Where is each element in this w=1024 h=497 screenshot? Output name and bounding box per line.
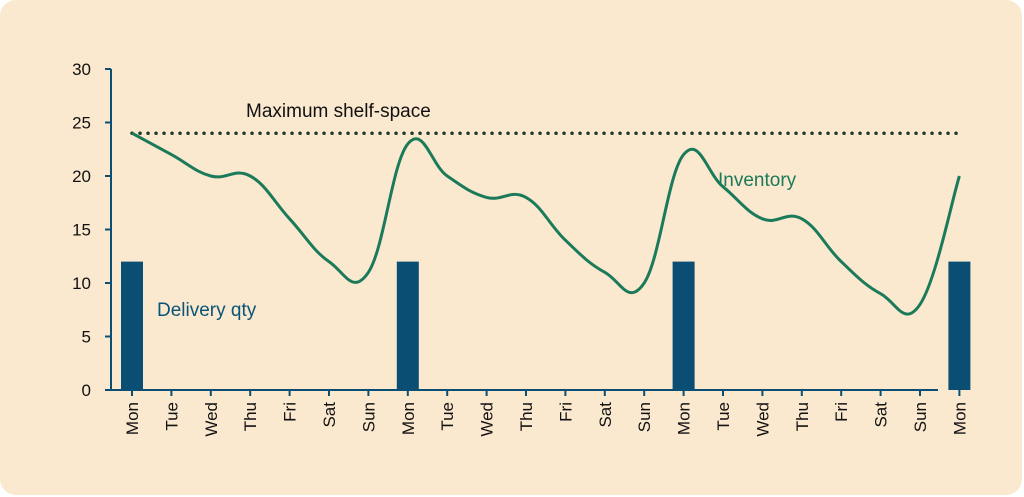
x-tick-label: Wed	[478, 402, 497, 437]
delivery-qty-label: Delivery qty	[157, 300, 257, 321]
x-tick-label: Mon	[123, 402, 142, 435]
x-tick-label: Wed	[202, 402, 221, 437]
y-tick-label: 30	[72, 60, 91, 79]
inventory-line	[131, 131, 961, 316]
x-tick-label: Tue	[438, 402, 457, 431]
y-tick-label: 10	[72, 274, 91, 293]
delivery-bars	[121, 261, 971, 390]
x-tick-label: Tue	[714, 402, 733, 431]
x-tick-label: Thu	[517, 402, 536, 431]
y-axis-ticks: 0 5 10 15 20 25 30	[72, 60, 111, 400]
delivery-bar	[672, 261, 695, 390]
x-tick-label: Fri	[832, 402, 851, 422]
x-tick-label: Mon	[399, 402, 418, 435]
x-tick-label: Mon	[675, 402, 694, 435]
y-tick-label: 15	[72, 221, 91, 240]
x-tick-label: Mon	[950, 402, 969, 435]
x-tick-label: Sun	[359, 402, 378, 432]
max-shelf-space-label: Maximum shelf-space	[246, 101, 431, 122]
delivery-bar	[396, 261, 419, 390]
x-tick-label: Sun	[911, 402, 930, 432]
inventory-label: Inventory	[718, 170, 797, 191]
x-tick-label: Wed	[753, 402, 772, 437]
y-tick-label: 5	[82, 328, 91, 347]
x-tick-label: Tue	[162, 402, 181, 431]
x-tick-label: Thu	[793, 402, 812, 431]
x-tick-label: Sat	[596, 402, 615, 428]
x-axis-ticks: Mon Tue Wed Thu Fri Sat Sun Mon Tue Wed Thu Fri Sat S…	[123, 390, 969, 437]
x-tick-label: Sat	[872, 402, 891, 428]
delivery-bar	[121, 261, 143, 390]
y-tick-label: 25	[72, 114, 91, 133]
x-tick-label: Fri	[281, 402, 300, 422]
x-tick-label: Fri	[556, 402, 575, 422]
x-tick-label: Sun	[635, 402, 654, 432]
x-tick-label: Sat	[320, 402, 339, 428]
y-tick-label: 0	[82, 381, 91, 400]
delivery-bar	[948, 261, 971, 390]
x-tick-label: Thu	[241, 402, 260, 431]
y-tick-label: 20	[72, 167, 91, 186]
